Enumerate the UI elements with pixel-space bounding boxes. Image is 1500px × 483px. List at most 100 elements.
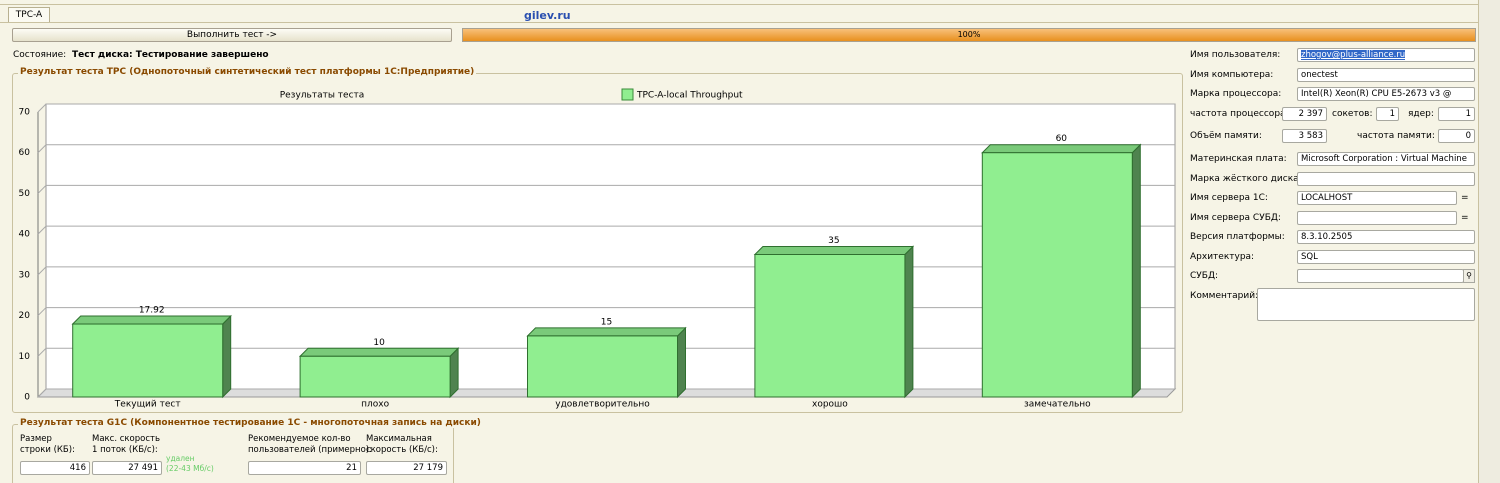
server-1c-field[interactable]: LOCALHOST xyxy=(1297,191,1457,205)
x-tick-label: плохо xyxy=(361,400,389,410)
bar-side xyxy=(222,314,232,399)
value-label: 35 xyxy=(828,236,839,246)
bar-top xyxy=(753,246,915,255)
bar-side xyxy=(904,245,914,399)
bar xyxy=(299,355,451,398)
y-tick-label: 10 xyxy=(19,352,31,362)
label-line: 1 поток (КБ/с): xyxy=(92,445,158,455)
run-button[interactable]: Выполнить тест -> xyxy=(12,28,452,42)
label: Архитектура: xyxy=(1190,252,1255,262)
progress-label: 100% xyxy=(957,30,981,39)
suffix: = xyxy=(1461,213,1469,223)
bar xyxy=(527,335,678,398)
y-tick-label: 20 xyxy=(19,311,31,321)
speed-field[interactable]: 27 491 xyxy=(92,461,162,475)
g1c-group-title: Результат теста G1C (Компонентное тестир… xyxy=(18,418,483,428)
label-line: Макс. скорость xyxy=(92,434,160,444)
progress-bar: 100% xyxy=(462,28,1476,42)
bar-top xyxy=(526,327,687,337)
label: Комментарий: xyxy=(1190,291,1259,301)
x-tick-label: хорошо xyxy=(812,400,848,410)
side-frame xyxy=(1478,0,1500,483)
bar-top xyxy=(981,144,1142,154)
bar xyxy=(72,323,224,398)
label: СУБД: xyxy=(1190,271,1219,281)
x-tick-label: удовлетворительно xyxy=(555,400,650,410)
cores-field[interactable]: 1 xyxy=(1438,107,1475,121)
label-line: пользователей (примерно): xyxy=(248,445,372,455)
architecture-field[interactable]: SQL xyxy=(1297,250,1475,264)
suffix: = xyxy=(1461,193,1469,203)
grid-line xyxy=(37,103,1175,113)
col-label: Макс. скорость 1 поток (КБ/с): xyxy=(92,434,160,456)
label: частота памяти: xyxy=(1357,131,1435,141)
label: частота процессора: xyxy=(1190,109,1289,119)
note-line: (22-43 Мб/с) xyxy=(166,464,214,473)
search-button[interactable]: ⚲ xyxy=(1463,269,1475,283)
platform-field[interactable]: 8.3.10.2505 xyxy=(1297,230,1475,244)
bar-top xyxy=(298,347,460,357)
user-value: zhogov@plus-alliance.ru xyxy=(1301,50,1406,60)
tab[interactable]: TPC-A xyxy=(8,7,50,23)
computer-field[interactable]: onectest xyxy=(1297,68,1475,82)
label: Имя сервера СУБД: xyxy=(1190,213,1281,223)
label: Объём памяти: xyxy=(1190,131,1262,141)
users-field[interactable]: 21 xyxy=(248,461,361,475)
progress-fill xyxy=(463,29,1475,41)
comment-field[interactable] xyxy=(1257,288,1475,321)
bar-side xyxy=(1131,143,1141,399)
bar-side xyxy=(677,326,686,399)
label: Имя компьютера: xyxy=(1190,70,1274,80)
col-label: Максимальная скорость (КБ/с): xyxy=(366,434,438,456)
label: Имя сервера 1С: xyxy=(1190,193,1268,203)
frame xyxy=(0,0,1478,5)
max-speed-field[interactable]: 27 179 xyxy=(366,461,447,475)
y-tick-label: 50 xyxy=(19,189,31,199)
col-label: Рекомендуемое кол-во пользователей (приме… xyxy=(248,434,372,456)
row-size-field[interactable]: 416 xyxy=(20,461,90,475)
memory-freq-field[interactable]: 0 xyxy=(1438,129,1475,143)
status-label: Состояние: xyxy=(13,50,67,60)
x-tick-label: замечательно xyxy=(1024,400,1091,410)
user-field[interactable]: zhogov@plus-alliance.ru xyxy=(1297,48,1475,62)
server-dbms-field[interactable] xyxy=(1297,211,1457,225)
y-tick-label: 70 xyxy=(19,108,31,118)
bar xyxy=(981,152,1133,398)
value-label: 60 xyxy=(1056,134,1068,144)
legend-swatch xyxy=(621,88,634,101)
label: ядер: xyxy=(1408,109,1434,119)
y-tick-label: 30 xyxy=(19,270,31,280)
label-line: Максимальная xyxy=(366,434,432,444)
label-line: скорость (КБ/с): xyxy=(366,445,438,455)
value-label: 15 xyxy=(601,317,612,327)
cpu-field[interactable]: Intel(R) Xeon(R) CPU E5-2673 v3 @ 2.40GH… xyxy=(1297,87,1475,101)
label: сокетов: xyxy=(1332,109,1373,119)
label-line: Размер xyxy=(20,434,52,444)
site-link[interactable]: gilev.ru xyxy=(524,9,571,22)
bar xyxy=(754,254,906,398)
disk-field[interactable] xyxy=(1297,172,1475,186)
grid-line xyxy=(37,144,1175,154)
cpu-freq-field[interactable]: 2 397 xyxy=(1282,107,1327,121)
sockets-field[interactable]: 1 xyxy=(1376,107,1399,121)
memory-field[interactable]: 3 583 xyxy=(1282,129,1327,143)
dbms-field[interactable] xyxy=(1297,269,1464,283)
tpc-group xyxy=(12,73,1183,413)
grid-line xyxy=(37,184,1175,194)
label: Имя пользователя: xyxy=(1190,50,1281,60)
grid-line xyxy=(37,225,1175,235)
note-line: удален xyxy=(166,454,195,463)
label: Материнская плата: xyxy=(1190,154,1287,164)
x-tick-label: Текущий тест xyxy=(114,400,181,410)
y-tick-label: 60 xyxy=(19,148,31,158)
y-tick-label: 40 xyxy=(19,230,31,240)
motherboard-field[interactable]: Microsoft Corporation : Virtual Machine xyxy=(1297,152,1475,166)
label-line: строки (КБ): xyxy=(20,445,75,455)
note: удален (22-43 Мб/с) xyxy=(166,454,214,474)
value-label: 17.92 xyxy=(139,306,165,316)
label: Версия платформы: xyxy=(1190,232,1285,242)
bar-top xyxy=(71,315,232,325)
label: Марка процессора: xyxy=(1190,89,1282,99)
chart-title: Результаты теста xyxy=(280,91,365,101)
